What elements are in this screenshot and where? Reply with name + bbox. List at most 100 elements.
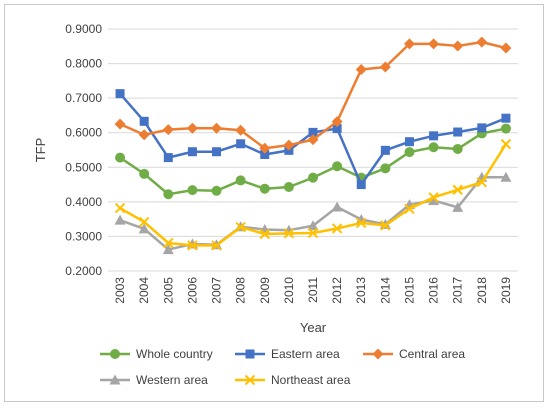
legend-marker xyxy=(244,374,256,386)
x-tick-label: 2004 xyxy=(137,277,151,304)
data-point xyxy=(428,142,439,153)
data-point xyxy=(138,223,150,234)
data-point xyxy=(307,227,319,239)
data-point xyxy=(452,184,463,195)
data-point xyxy=(186,122,198,134)
data-point xyxy=(332,161,343,172)
data-point xyxy=(500,171,512,182)
data-point xyxy=(283,181,294,192)
chart-frame: 0.2000 0.3000 0.4000 0.5000 0.6000 0.7000 0.80… xyxy=(4,4,544,402)
legend-marker xyxy=(372,348,384,360)
data-point xyxy=(452,143,463,154)
data-point xyxy=(235,221,246,233)
data-point xyxy=(283,139,295,151)
data-point xyxy=(114,214,126,225)
y-tick-label: 0.6000 xyxy=(65,126,102,140)
x-tick-label: 2014 xyxy=(378,277,392,304)
data-point xyxy=(187,240,198,251)
x-tick-label: 2003 xyxy=(113,277,127,304)
data-point xyxy=(500,123,511,134)
data-point xyxy=(211,240,222,251)
x-axis-title: Year xyxy=(300,320,327,335)
legend-label: Northeast area xyxy=(271,373,351,387)
line-chart: 0.2000 0.3000 0.4000 0.5000 0.6000 0.7000 0.80… xyxy=(33,22,518,387)
legend-label: Whole country xyxy=(136,347,213,361)
x-tick-label: 2015 xyxy=(402,277,416,304)
data-point xyxy=(211,185,222,196)
series-line xyxy=(119,143,507,247)
data-point xyxy=(428,38,440,50)
data-point xyxy=(236,139,246,149)
x-tick-label: 2018 xyxy=(475,277,489,304)
data-point xyxy=(501,113,511,123)
data-point xyxy=(476,176,488,188)
x-tick-label: 2007 xyxy=(210,277,224,304)
data-point xyxy=(380,163,391,174)
data-point xyxy=(428,192,439,203)
legend-marker xyxy=(110,349,120,359)
data-point xyxy=(162,124,174,136)
data-point xyxy=(403,38,415,50)
data-point xyxy=(500,138,512,150)
y-axis-title: TFP xyxy=(33,138,48,163)
data-point xyxy=(187,185,198,196)
data-point xyxy=(212,147,222,157)
y-tick-label: 0.5000 xyxy=(65,160,102,174)
data-point xyxy=(187,147,197,157)
data-point xyxy=(163,237,174,249)
legend-marker xyxy=(109,374,121,385)
data-point xyxy=(331,116,343,128)
legend-label: Western area xyxy=(136,373,208,387)
data-point xyxy=(428,194,440,205)
data-point xyxy=(114,118,126,130)
data-point xyxy=(477,123,487,133)
data-point xyxy=(163,153,173,163)
data-point xyxy=(332,124,342,134)
data-point xyxy=(138,129,150,141)
x-tick-label: 2006 xyxy=(185,277,199,304)
data-point xyxy=(259,183,270,194)
data-point xyxy=(452,40,464,52)
data-point xyxy=(308,127,318,137)
data-point xyxy=(211,122,223,134)
data-point xyxy=(283,228,295,239)
data-point xyxy=(114,202,126,214)
data-point xyxy=(235,124,247,136)
x-tick-label: 2011 xyxy=(306,277,320,303)
data-point xyxy=(259,228,270,240)
data-point xyxy=(476,36,488,48)
data-point xyxy=(307,134,319,146)
data-point xyxy=(355,63,367,75)
y-tick-label: 0.4000 xyxy=(65,195,102,209)
data-point xyxy=(331,223,343,234)
data-point xyxy=(356,217,367,229)
x-tick-label: 2009 xyxy=(258,277,272,304)
data-point xyxy=(404,137,414,147)
data-point xyxy=(139,168,150,179)
y-tick-label: 0.7000 xyxy=(65,91,102,105)
x-tick-label: 2012 xyxy=(330,277,344,304)
data-point xyxy=(115,152,126,163)
y-tick-label: 0.8000 xyxy=(65,57,102,71)
data-point xyxy=(429,131,439,141)
legend-marker xyxy=(245,349,255,359)
y-tick-label: 0.9000 xyxy=(65,22,102,36)
data-point xyxy=(404,147,415,158)
x-tick-label: 2005 xyxy=(161,277,175,304)
data-point xyxy=(331,201,343,212)
x-tick-label: 2016 xyxy=(427,277,441,304)
data-point xyxy=(379,61,391,73)
x-tick-label: 2017 xyxy=(451,277,465,304)
data-point xyxy=(356,180,366,190)
data-point xyxy=(452,201,464,212)
x-tick-label: 2010 xyxy=(282,277,296,304)
data-point xyxy=(235,175,246,186)
data-point xyxy=(380,220,391,231)
data-point xyxy=(404,203,415,214)
data-point xyxy=(115,89,125,99)
series-line xyxy=(119,176,506,251)
y-tick-label: 0.3000 xyxy=(65,229,102,243)
x-tick-label: 2019 xyxy=(499,277,513,304)
data-point xyxy=(308,172,318,183)
data-point xyxy=(259,142,271,154)
